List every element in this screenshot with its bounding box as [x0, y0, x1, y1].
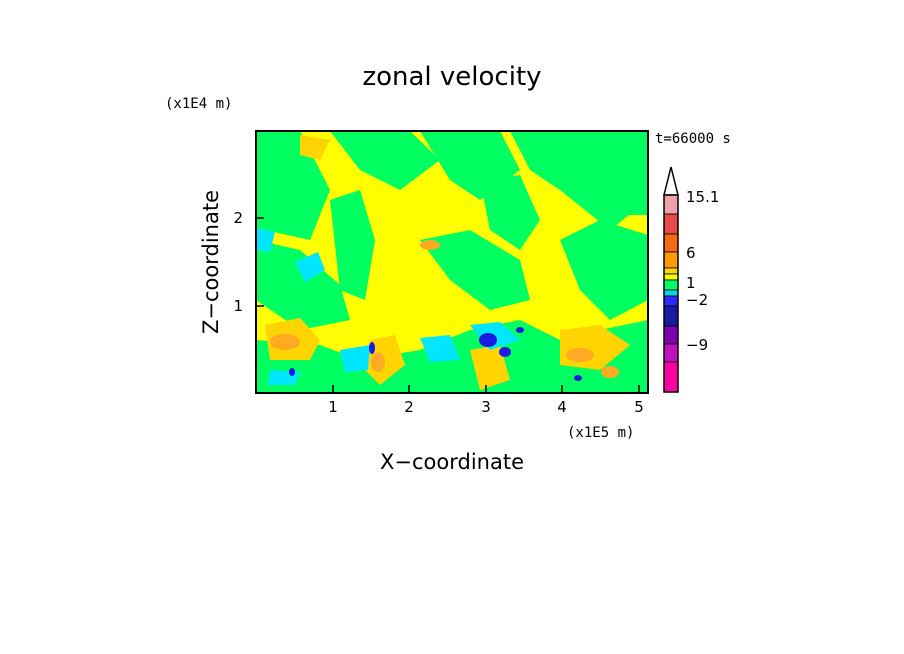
- colorbar-swatch: [663, 194, 679, 215]
- x-axis-title: X−coordinate: [380, 450, 524, 474]
- colorbar-swatch: [663, 251, 679, 269]
- y-axis-title: Z−coordinate: [199, 190, 223, 334]
- orange-spot: [601, 366, 619, 378]
- colorbar-swatch: [663, 213, 679, 235]
- blue-core: [369, 342, 375, 354]
- x-unit-label: (x1E5 m): [567, 425, 634, 441]
- blue-core: [516, 327, 524, 333]
- x-tick-label: 2: [404, 398, 414, 416]
- green-band: [600, 160, 648, 215]
- blue-core: [479, 333, 497, 347]
- cyan-patch: [340, 345, 370, 372]
- colorbar-swatch: [663, 343, 679, 363]
- colorbar-swatch: [663, 273, 679, 281]
- x-tick-label: 3: [481, 398, 491, 416]
- colorbar-swatch: [663, 289, 679, 297]
- colorbar-swatch: [663, 325, 679, 345]
- colorbar-swatch: [663, 295, 679, 307]
- y-unit-label: (x1E4 m): [165, 96, 232, 112]
- green-band: [420, 230, 530, 310]
- blue-core: [574, 375, 582, 381]
- orange-patch: [470, 345, 510, 390]
- chart-title: zonal velocity: [362, 62, 541, 92]
- time-label: t=66000 s: [655, 131, 731, 147]
- orange-patch: [300, 135, 330, 160]
- cyan-patch: [295, 252, 325, 282]
- x-tick-label: 4: [557, 398, 567, 416]
- colorbar-swatch: [663, 233, 679, 253]
- colorbar-swatch: [663, 279, 679, 291]
- colorbar-label: 6: [686, 244, 696, 262]
- green-band: [330, 190, 375, 300]
- colorbar-frame: [663, 194, 679, 393]
- orange-patch: [365, 335, 405, 385]
- y-axis: [256, 217, 264, 307]
- x-axis: [332, 385, 640, 393]
- blue-core: [289, 368, 295, 376]
- colorbar-swatch: [663, 305, 679, 327]
- orange-spot: [420, 240, 440, 250]
- cyan-patch: [256, 228, 275, 252]
- cyan-patch: [268, 370, 300, 385]
- colorbar-label: −2: [686, 291, 708, 309]
- x-tick-label: 5: [634, 398, 644, 416]
- contour-field: [256, 131, 648, 393]
- green-band: [560, 220, 648, 320]
- colorbar: [663, 166, 679, 393]
- y-tick-label: 1: [233, 297, 243, 315]
- orange-spot: [371, 352, 385, 372]
- colorbar-label: 15.1: [686, 188, 719, 206]
- blue-core: [499, 347, 511, 357]
- colorbar-arrow: [663, 166, 679, 196]
- colorbar-swatch: [663, 361, 679, 393]
- colorbar-label: −9: [686, 336, 708, 354]
- x-tick-label: 1: [328, 398, 338, 416]
- green-band: [510, 131, 648, 230]
- cyan-patch: [420, 335, 460, 362]
- orange-spot: [270, 334, 300, 350]
- plot-frame: [255, 130, 649, 394]
- y-tick-label: 2: [233, 209, 243, 227]
- green-band: [256, 131, 330, 240]
- green-band: [330, 131, 440, 190]
- green-band: [480, 175, 540, 250]
- colorbar-label: 1: [686, 274, 696, 292]
- green-band: [256, 240, 350, 330]
- colorbar-swatch: [663, 267, 679, 275]
- orange-spot: [566, 348, 594, 362]
